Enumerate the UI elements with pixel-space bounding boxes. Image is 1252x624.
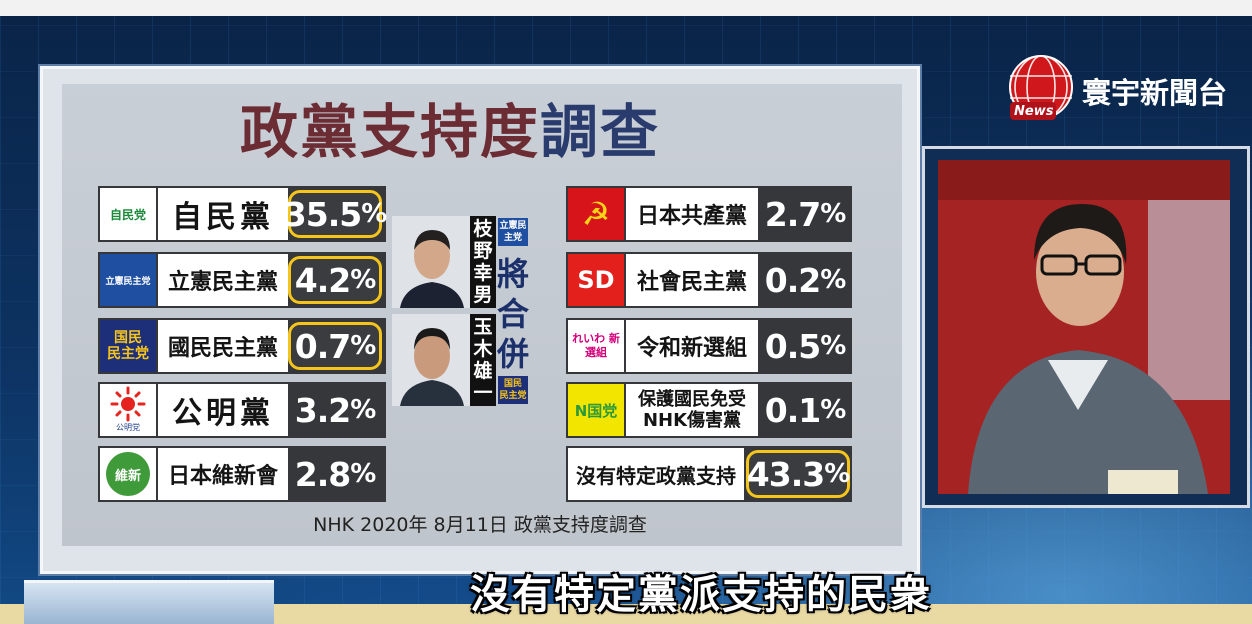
percent-unit: % bbox=[820, 395, 846, 425]
party-name: 自民黨 bbox=[158, 188, 288, 240]
cdp-logo-text: 立憲民主党 bbox=[105, 276, 151, 287]
percent-unit: % bbox=[820, 331, 846, 361]
party-name: 令和新選組 bbox=[626, 320, 758, 372]
party-row-sdp: SD 社會民主黨 0.2% bbox=[566, 252, 852, 308]
party-row-no-party: 沒有特定政黨支持 43.3% bbox=[566, 446, 852, 502]
party-name: 日本維新會 bbox=[158, 448, 288, 500]
percent-value: 2.7 bbox=[764, 194, 821, 234]
percent-unit: % bbox=[350, 459, 376, 489]
percent-value: 0.1 bbox=[764, 390, 821, 430]
party-row-nhk: N国党 保護國民免受 NHK傷害黨 0.1% bbox=[566, 382, 852, 438]
party-row-ishin: 維新 日本維新會 2.8% bbox=[98, 446, 386, 502]
board-title-part2: 調查 bbox=[540, 98, 661, 166]
party-row-komeito: 公明党 公明黨 3.2% bbox=[98, 382, 386, 438]
party-percent: 0.5% bbox=[758, 318, 852, 374]
percent-unit: % bbox=[824, 459, 850, 489]
sdp-logo-icon: SD bbox=[568, 254, 624, 306]
tamaki-name: 玉木雄一 bbox=[470, 314, 496, 406]
party-name: 國民民主黨 bbox=[158, 320, 288, 372]
party-percent: 4.2% bbox=[288, 256, 382, 304]
percent-value: 3.2 bbox=[294, 390, 351, 430]
channel-brand: News 寰宇新聞台 bbox=[1006, 54, 1252, 126]
party-name: 日本共產黨 bbox=[626, 188, 758, 240]
ldp-logo-text: 自民党 bbox=[109, 207, 146, 222]
cdp-mini-badge: 立憲民主党 bbox=[498, 218, 528, 246]
party-row-dpfp: 国民 民主党 國民民主黨 0.7% bbox=[98, 318, 386, 374]
globe-logo-icon bbox=[1009, 55, 1073, 120]
cdp-logo-icon: 立憲民主党 bbox=[100, 254, 156, 306]
news-logo-word: News bbox=[1014, 104, 1054, 119]
party-percent: 2.8% bbox=[288, 446, 382, 502]
subtitle-caption: 沒有特定黨派支持的民衆 bbox=[470, 572, 932, 618]
ishin-logo-icon: 維新 bbox=[100, 448, 156, 500]
party-percent: 0.7% bbox=[288, 322, 382, 370]
ldp-logo-icon: 自民党 bbox=[100, 188, 156, 240]
nhk-party-logo-text: N国党 bbox=[574, 401, 618, 420]
komeito-logo-icon: 公明党 bbox=[100, 384, 156, 436]
percent-unit: % bbox=[350, 265, 376, 295]
percent-unit: % bbox=[820, 265, 846, 295]
komeito-logo-text: 公明党 bbox=[116, 423, 140, 432]
party-name: 立憲民主黨 bbox=[158, 254, 288, 306]
party-name-line1: 保護國民免受 bbox=[638, 389, 746, 410]
party-name: 沒有特定政黨支持 bbox=[568, 448, 744, 500]
sdp-logo-text: SD bbox=[577, 266, 615, 294]
board-title: 政黨支持度調查 bbox=[240, 96, 720, 168]
nhk-party-logo-icon: N国党 bbox=[568, 384, 624, 436]
edano-photo bbox=[392, 216, 472, 308]
party-row-ldp: 自民党 自民黨 35.5% bbox=[98, 186, 387, 242]
channel-name: 寰宇新聞台 bbox=[1082, 76, 1228, 110]
hammer-sickle-icon: ☭ bbox=[581, 195, 611, 233]
ishin-logo-text: 維新 bbox=[114, 468, 141, 484]
party-percent: 35.5% bbox=[284, 190, 387, 238]
percent-value: 4.2 bbox=[294, 260, 351, 300]
percent-value: 43.3 bbox=[746, 454, 825, 494]
tamaki-photo bbox=[392, 314, 472, 406]
percent-value: 0.5 bbox=[764, 326, 821, 366]
dpfp-logo-icon: 国民 民主党 bbox=[100, 320, 156, 372]
edano-name: 枝野幸男 bbox=[470, 216, 496, 308]
jcp-logo-icon: ☭ bbox=[568, 188, 624, 240]
party-name: 公明黨 bbox=[158, 384, 288, 436]
source-note: NHK 2020年 8月11日 政黨支持度調查 bbox=[313, 514, 647, 536]
party-percent: 0.2% bbox=[758, 252, 852, 308]
reiwa-logo-text: れいわ 新選組 bbox=[572, 332, 620, 359]
board-title-part1: 政黨支持度 bbox=[240, 98, 541, 166]
party-name: 社會民主黨 bbox=[626, 254, 758, 306]
dpfp-mini-badge: 国民 民主党 bbox=[498, 376, 528, 404]
merger-headline: 將合併 bbox=[496, 255, 529, 373]
reiwa-logo-icon: れいわ 新選組 bbox=[568, 320, 624, 372]
percent-unit: % bbox=[361, 199, 387, 229]
party-percent: 2.7% bbox=[758, 186, 852, 242]
party-name-line2: NHK傷害黨 bbox=[642, 410, 742, 431]
percent-value: 0.7 bbox=[294, 326, 351, 366]
program-logo bbox=[24, 580, 274, 624]
party-row-cdp: 立憲民主党 立憲民主黨 4.2% bbox=[98, 252, 386, 308]
party-percent: 3.2% bbox=[288, 382, 382, 438]
dpfp-logo-text: 国民 民主党 bbox=[107, 330, 149, 362]
party-row-jcp: ☭ 日本共產黨 2.7% bbox=[566, 186, 852, 242]
party-row-reiwa: れいわ 新選組 令和新選組 0.5% bbox=[566, 318, 852, 374]
party-percent: 43.3% bbox=[746, 450, 850, 498]
percent-unit: % bbox=[350, 395, 376, 425]
bottom-strip bbox=[0, 604, 1252, 624]
percent-value: 35.5 bbox=[283, 194, 362, 234]
party-name: 保護國民免受 NHK傷害黨 bbox=[626, 384, 758, 436]
party-percent: 0.1% bbox=[758, 382, 852, 438]
percent-value: 0.2 bbox=[764, 260, 821, 300]
percent-unit: % bbox=[350, 331, 376, 361]
percent-value: 2.8 bbox=[294, 454, 351, 494]
guest-video bbox=[938, 160, 1230, 494]
ishin-circle: 維新 bbox=[106, 452, 150, 496]
percent-unit: % bbox=[820, 199, 846, 229]
top-bar bbox=[0, 0, 1252, 16]
